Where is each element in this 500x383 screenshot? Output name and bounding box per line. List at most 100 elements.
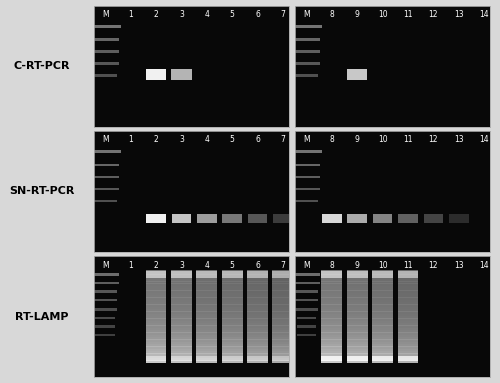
Bar	[247, 346, 268, 349]
Bar	[272, 330, 293, 333]
Bar	[398, 335, 418, 337]
Bar	[196, 300, 217, 303]
Bar	[222, 283, 242, 286]
Bar	[146, 279, 167, 282]
Bar	[222, 302, 242, 305]
Bar	[322, 316, 342, 319]
Bar	[146, 342, 167, 344]
Bar	[347, 314, 368, 316]
Bar	[171, 274, 192, 277]
Bar	[293, 62, 320, 65]
Bar	[196, 355, 217, 358]
Bar	[372, 355, 393, 358]
Bar	[347, 342, 368, 344]
Bar	[272, 272, 293, 275]
Bar	[222, 344, 242, 347]
Bar	[347, 328, 368, 331]
Bar	[171, 339, 192, 342]
Bar	[247, 309, 268, 312]
Bar	[171, 357, 192, 361]
Bar	[373, 214, 392, 223]
Bar	[398, 272, 418, 275]
Bar	[272, 349, 293, 351]
Bar	[96, 317, 115, 319]
Bar	[196, 286, 217, 288]
Bar	[398, 298, 418, 300]
Bar	[294, 290, 318, 293]
Bar	[398, 277, 418, 279]
Bar	[222, 353, 242, 356]
Bar	[322, 342, 342, 344]
Bar	[146, 323, 167, 326]
Bar	[372, 332, 393, 335]
Bar	[96, 334, 115, 336]
Bar	[347, 283, 368, 286]
Bar	[222, 342, 242, 344]
Bar	[272, 295, 293, 298]
Bar	[247, 314, 268, 316]
Bar	[398, 351, 418, 354]
Bar	[372, 328, 393, 331]
Bar	[372, 281, 393, 284]
Bar	[291, 150, 322, 153]
Bar	[171, 342, 192, 344]
Bar	[272, 357, 293, 361]
Bar	[171, 353, 192, 356]
Bar	[347, 332, 368, 335]
Bar	[247, 342, 268, 344]
Bar	[146, 318, 167, 321]
Text: M: M	[303, 135, 310, 144]
Bar	[171, 349, 192, 351]
Bar	[94, 74, 117, 77]
Bar	[273, 214, 292, 223]
Bar	[222, 335, 242, 337]
Bar	[322, 272, 342, 275]
Text: 12: 12	[428, 135, 438, 144]
Bar	[398, 321, 418, 323]
Bar	[347, 274, 368, 277]
Bar	[272, 351, 293, 354]
Text: 1: 1	[128, 10, 133, 19]
Bar	[171, 279, 192, 282]
Bar	[222, 271, 242, 278]
Bar	[322, 349, 342, 351]
Bar	[146, 314, 167, 316]
Bar	[247, 272, 268, 275]
Text: 4: 4	[204, 261, 209, 270]
Bar	[347, 316, 368, 319]
Bar	[247, 344, 268, 347]
Bar	[171, 270, 192, 272]
Bar	[372, 307, 393, 309]
Bar	[322, 288, 342, 291]
Bar	[272, 283, 293, 286]
Bar	[272, 332, 293, 335]
Bar	[293, 164, 320, 166]
Bar	[146, 339, 167, 342]
Bar	[171, 288, 192, 291]
Bar	[146, 286, 167, 288]
Bar	[398, 339, 418, 342]
Bar	[347, 307, 368, 309]
Bar	[322, 311, 342, 314]
Bar	[372, 353, 393, 356]
Bar	[398, 344, 418, 347]
Bar	[222, 298, 242, 300]
Bar	[222, 272, 242, 275]
Text: M: M	[303, 10, 310, 19]
Bar	[347, 277, 368, 279]
Bar	[146, 274, 167, 277]
Bar	[398, 304, 418, 307]
Bar	[196, 279, 217, 282]
Text: 13: 13	[454, 261, 464, 270]
Bar	[247, 358, 268, 360]
Bar	[196, 351, 217, 354]
Bar	[347, 346, 368, 349]
Text: 14: 14	[480, 261, 489, 270]
Bar	[398, 283, 418, 286]
Bar	[296, 334, 316, 336]
Bar	[272, 300, 293, 303]
Bar	[294, 74, 318, 77]
Text: 7: 7	[280, 135, 285, 144]
Bar	[272, 302, 293, 305]
Text: 13: 13	[454, 10, 464, 19]
